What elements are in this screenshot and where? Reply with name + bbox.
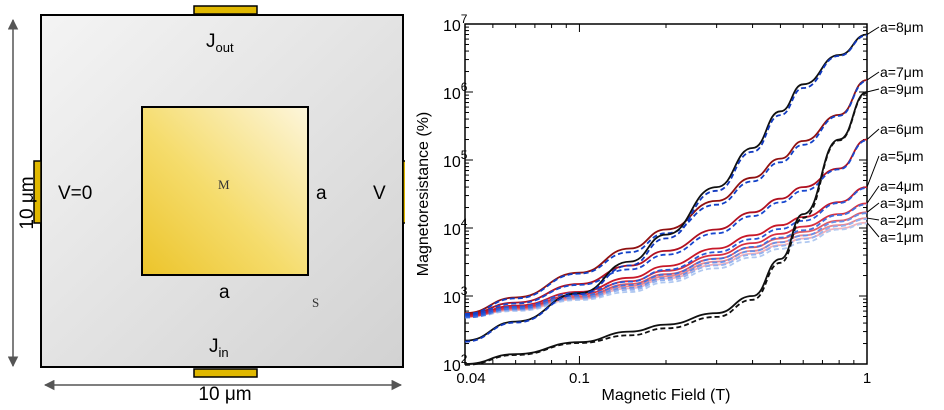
metal-label: M [218,177,230,192]
top-contact [194,6,257,14]
legend-leader [867,186,879,203]
inner-width-label: a [219,282,230,303]
legend-label-3: a=3μm [880,195,923,211]
voltage-right-label: V [373,183,386,204]
bottom-contact [194,369,257,377]
outer-height-label: 10 μm [17,176,38,229]
legend-leader [867,72,879,80]
legend-label-9: a=9μm [880,81,923,97]
legend-label-8: a=8μm [880,19,923,35]
legend-label-5: a=5μm [880,148,923,164]
legend-label-6: a=6μm [880,121,923,137]
x-axis-label: Magnetic Field (T) [602,387,731,404]
legend-leader [867,218,879,220]
plot-area [465,24,867,364]
device-diagram: 10 μm 10 μm Jout Jin V=0 V M S a a [0,0,405,410]
y-tick-label: 103 [443,284,468,307]
legend-leader [867,129,879,140]
y-tick-label: 104 [443,216,468,239]
x-tick-labels: 0.04 0.1 1 [456,370,871,387]
legend-leader [867,223,879,237]
x-tick-label: 1 [863,370,871,387]
voltage-left-label: V=0 [58,183,92,204]
x-tick-label: 0.1 [569,370,590,387]
y-tick-label: 105 [443,148,468,171]
semiconductor-label: S [312,295,319,310]
y-tick-label: 106 [443,80,468,103]
legend-label-1: a=1μm [880,229,923,245]
legend-label-2: a=2μm [880,212,923,228]
legend-label-7: a=7μm [880,64,923,80]
legend-leader [867,27,879,35]
legend-leader [867,203,879,212]
inner-height-label: a [316,183,327,204]
outer-width-label: 10 μm [198,384,251,405]
y-tick-label: 107 [443,12,468,35]
legend-leader [867,156,879,187]
legend-label-4: a=4μm [880,178,923,194]
y-axis-label: Magnetoresistance (%) [415,112,432,277]
legend-leader [867,89,879,92]
